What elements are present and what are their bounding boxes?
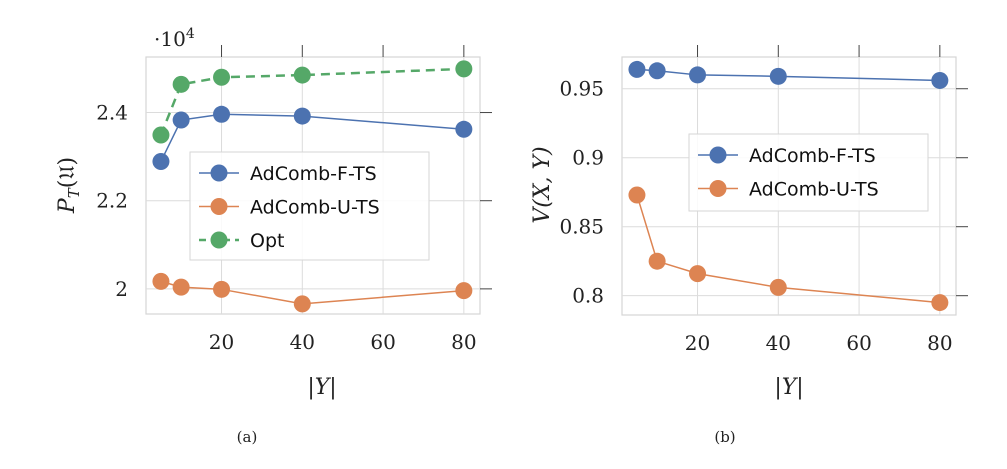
- legend-marker: [709, 180, 727, 197]
- x-tick-label: 40: [766, 331, 791, 355]
- legend-box: [688, 133, 929, 212]
- y-axis-label-sub: T: [65, 187, 83, 198]
- y-axis-label-arg: (𝔘): [55, 157, 80, 188]
- legend-label: AdComb-F-TS: [749, 145, 876, 167]
- data-point: [213, 280, 231, 298]
- data-point: [769, 67, 787, 85]
- data-point: [689, 265, 707, 283]
- data-point: [213, 68, 231, 86]
- data-point: [293, 66, 311, 84]
- y-multiplier-exponent: 4: [186, 26, 195, 42]
- y-tick-label: 0.8: [572, 284, 604, 308]
- legend-marker: [210, 231, 228, 249]
- y-axis-label: V(X, Y): [530, 146, 555, 223]
- chart-b: 20 40 60 80 0.8 0.85 0.9 0.95 |Y| V(X, Y) AdComb-F…: [530, 45, 968, 446]
- legend-marker: [210, 164, 228, 182]
- data-point: [648, 62, 666, 80]
- legend: AdComb-F-TS AdComb-U-TS Opt: [189, 151, 430, 261]
- legend-marker: [709, 146, 727, 164]
- data-point: [455, 120, 473, 138]
- y-axis-label: PT(𝔘): [55, 157, 83, 214]
- y-tick-label: 2: [115, 277, 128, 301]
- data-point: [689, 66, 707, 84]
- subfigure-caption: (a): [237, 428, 258, 446]
- x-axis-label: |Y|: [307, 375, 336, 400]
- y-tick-label: 0.9: [572, 146, 604, 170]
- data-point: [455, 60, 473, 78]
- x-tick-label: 60: [846, 331, 871, 355]
- x-tick-label: 20: [209, 330, 234, 354]
- legend-label: AdComb-U-TS: [749, 179, 879, 201]
- data-point: [172, 75, 190, 93]
- data-point: [931, 71, 949, 89]
- legend-label: AdComb-F-TS: [250, 163, 377, 185]
- data-point: [293, 295, 311, 313]
- data-point: [152, 152, 170, 170]
- data-point: [628, 60, 646, 78]
- data-point: [152, 126, 170, 144]
- y-multiplier: ·104: [154, 26, 195, 51]
- legend-label: Opt: [250, 230, 284, 252]
- legend-label: AdComb-U-TS: [250, 197, 380, 219]
- y-tick-label: 0.85: [559, 215, 604, 239]
- data-point: [628, 186, 646, 204]
- y-tick-label: 0.95: [559, 77, 604, 101]
- data-point: [172, 278, 190, 296]
- x-tick-label: 80: [927, 331, 952, 355]
- subfigure-caption: (b): [714, 428, 735, 446]
- data-point: [152, 272, 170, 290]
- x-tick-label: 40: [290, 330, 315, 354]
- data-point: [648, 252, 666, 270]
- y-tick-label: 2.2: [96, 189, 128, 213]
- x-tick-label: 20: [685, 331, 710, 355]
- x-tick-label: 80: [451, 330, 476, 354]
- x-axis-label: |Y|: [774, 375, 803, 400]
- y-axis-label-main: P: [55, 197, 80, 214]
- data-point: [931, 294, 949, 312]
- data-point: [769, 278, 787, 296]
- y-multiplier-base: ·10: [154, 27, 186, 51]
- y-tick-label: 2.4: [96, 101, 128, 125]
- legend-marker: [210, 198, 228, 215]
- data-point: [172, 111, 190, 129]
- data-point: [213, 105, 231, 123]
- legend: AdComb-F-TS AdComb-U-TS: [688, 133, 929, 212]
- data-point: [455, 282, 473, 300]
- x-tick-label: 60: [370, 330, 395, 354]
- data-point: [293, 107, 311, 125]
